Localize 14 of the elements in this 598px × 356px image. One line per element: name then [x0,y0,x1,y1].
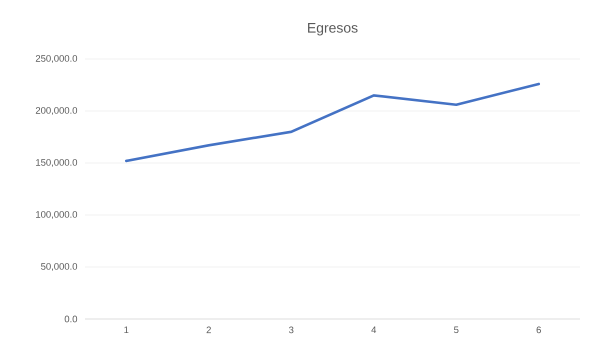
x-tick-label: 1 [124,326,128,334]
x-tick-label: 5 [454,326,458,334]
chart-title: Egresos [308,23,358,36]
x-tick-label: 6 [536,326,541,334]
y-tick-label: 150,000.0 [36,159,78,167]
line-series [124,82,540,162]
y-tick-label: 0.0 [64,316,78,322]
x-tick-label: 2 [206,326,211,334]
x-tick-label: 4 [371,326,376,334]
y-tick-label: 200,000.0 [36,107,78,115]
y-tick-label: 100,000.0 [36,211,78,219]
y-tick-label: 250,000.0 [36,55,78,63]
y-tick-label: 50,000.0 [41,263,78,271]
x-tick-label: 3 [288,326,294,334]
